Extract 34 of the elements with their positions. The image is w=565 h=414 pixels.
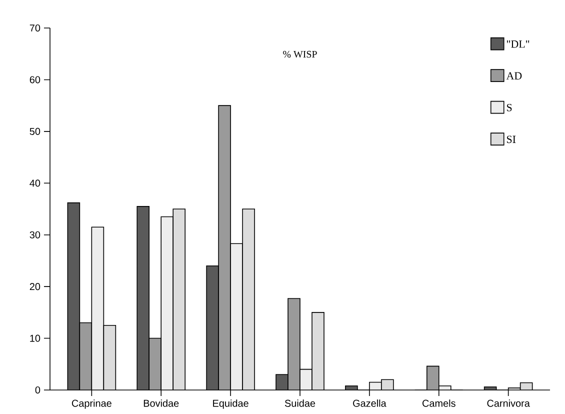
bar xyxy=(312,312,324,390)
bar xyxy=(173,209,186,390)
bar xyxy=(218,106,231,390)
legend-label: AD xyxy=(506,72,522,80)
bar xyxy=(230,244,243,390)
text: % WISP xyxy=(283,50,317,58)
y-tick-label: 60 xyxy=(30,76,40,84)
y-tick-label: 50 xyxy=(30,128,40,135)
y-tick-label: 70 xyxy=(30,24,40,32)
y-tick-label: 10 xyxy=(30,334,40,342)
bar xyxy=(137,206,150,390)
bar xyxy=(92,227,104,390)
x-tick-label: Suidae xyxy=(284,400,316,407)
x-tick-label: Bovidae xyxy=(144,400,179,407)
x-tick-label: Carnivora xyxy=(487,400,530,407)
bar xyxy=(288,298,300,390)
y-tick-label: 40 xyxy=(30,180,40,187)
legend-label: S xyxy=(506,104,512,112)
y-tick-label: 20 xyxy=(30,283,40,290)
x-tick-label: Gazella xyxy=(353,400,386,407)
legend-label: SI xyxy=(506,136,516,144)
bar xyxy=(149,338,162,390)
y-tick-label: 30 xyxy=(30,231,40,238)
legend-label: "DL" xyxy=(506,40,530,48)
bar xyxy=(161,216,174,390)
bar xyxy=(80,322,92,390)
x-tick-label: Camels xyxy=(422,400,456,407)
bar xyxy=(206,266,219,390)
x-tick-label: Caprinae xyxy=(72,400,112,409)
x-tick-label: Equidae xyxy=(213,400,248,409)
bar xyxy=(68,202,80,390)
bar xyxy=(242,209,255,390)
bar xyxy=(104,325,116,390)
y-tick-label: 0 xyxy=(35,386,40,394)
